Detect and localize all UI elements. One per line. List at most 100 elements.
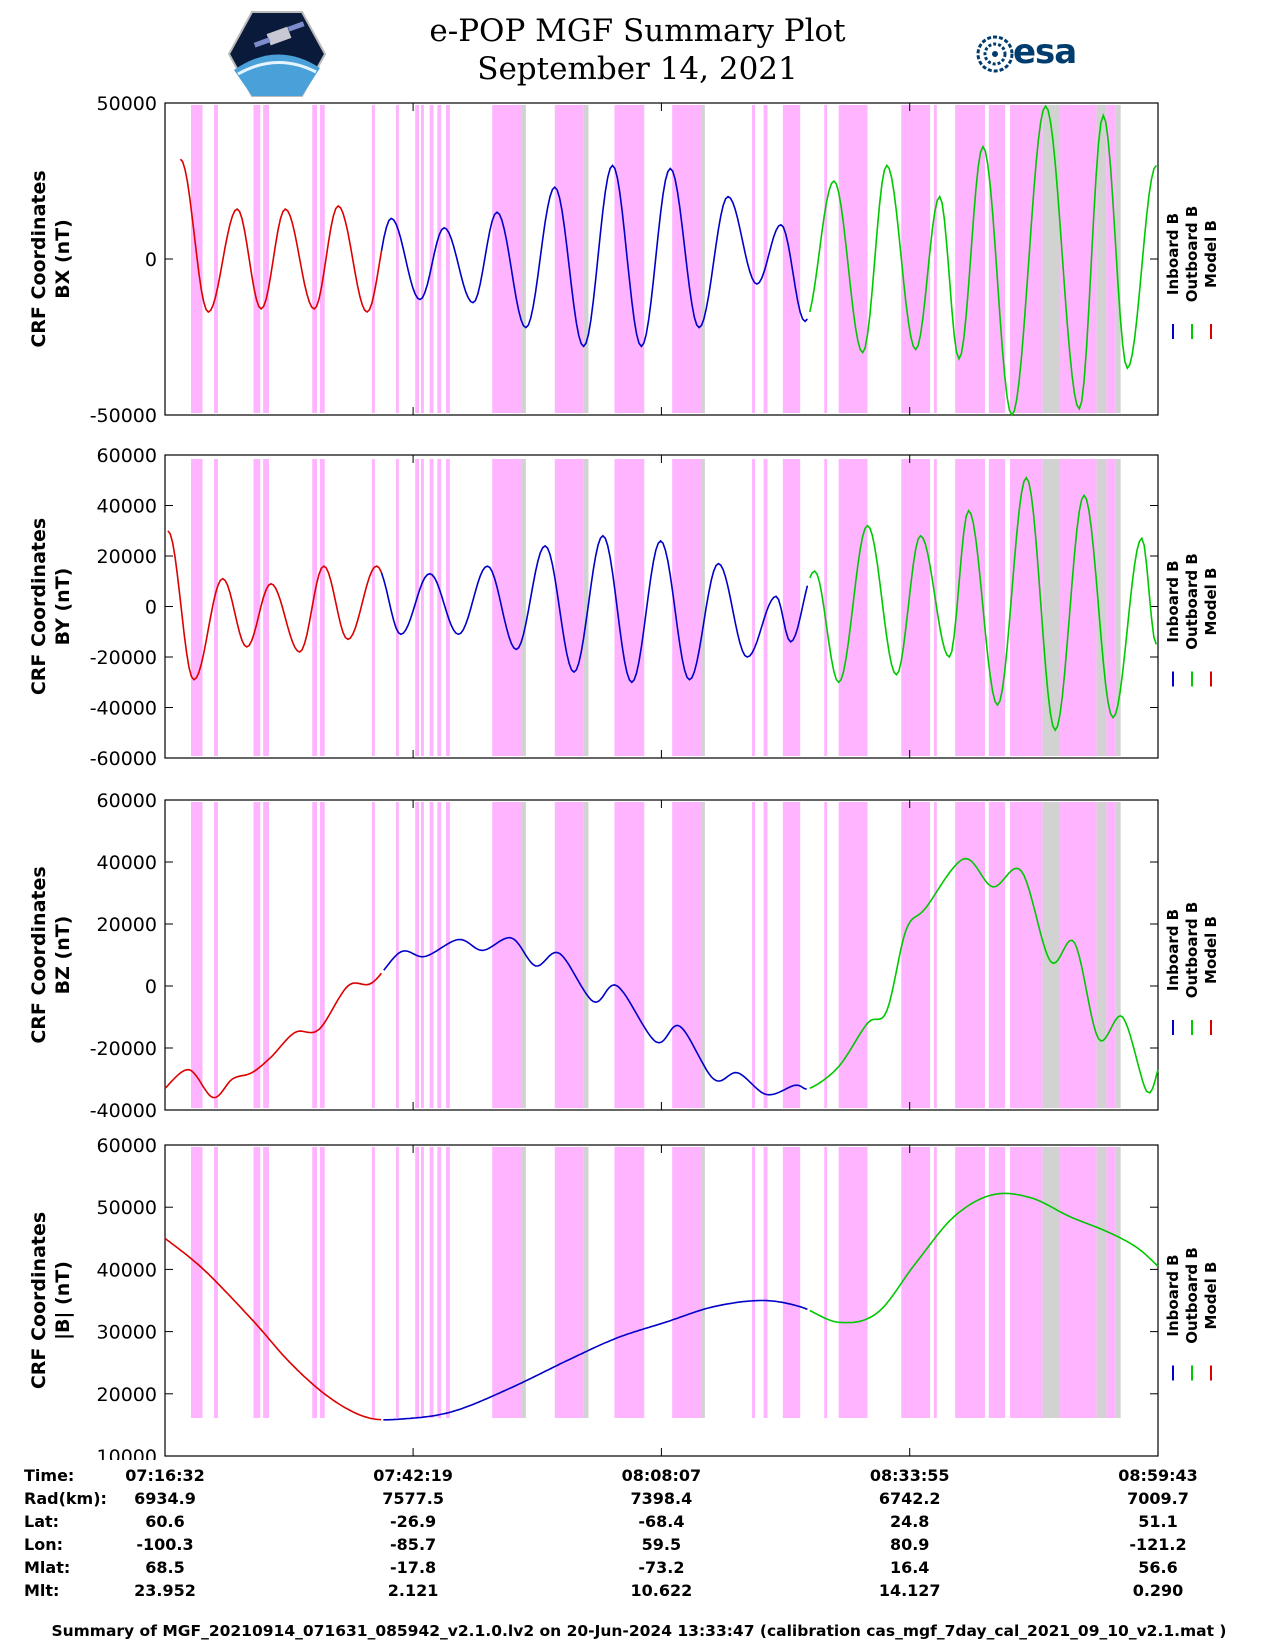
- shade-interval: [253, 1147, 261, 1418]
- y-tick-label: 60000: [97, 445, 157, 467]
- panel-1: -50000 0 50000 CRF Coordinates BX (nT) Inboar…: [28, 93, 1220, 427]
- shade-interval: [1106, 1147, 1116, 1418]
- shade-interval: [554, 1147, 584, 1418]
- legend-label-inboard: Inboard B: [1164, 560, 1182, 642]
- shade-interval: [415, 1147, 420, 1418]
- shade-interval: [415, 459, 420, 756]
- shade-interval: [988, 802, 1006, 1108]
- y-tick-label: -60000: [90, 748, 157, 770]
- ephemeris-row-label: Rad(km):: [24, 1489, 107, 1508]
- legend-label-model: Model B: [1202, 220, 1220, 288]
- shade-interval: [1009, 802, 1043, 1108]
- shade-interval: [988, 1147, 1006, 1418]
- y-tick-label: -20000: [90, 1038, 157, 1060]
- ephemeris-value: -100.3: [136, 1535, 194, 1554]
- ephemeris-value: -26.9: [390, 1512, 437, 1531]
- shade-interval: [437, 802, 442, 1108]
- shade-interval: [319, 1147, 325, 1418]
- shade-interval: [492, 105, 522, 413]
- shade-interval: [420, 459, 424, 756]
- shade-interval: [319, 105, 325, 413]
- shade-interval: [395, 1147, 399, 1418]
- series-outboard: [809, 476, 1158, 732]
- y-axis-label-line1: CRF Coordinates: [28, 518, 50, 695]
- ephemeris-value: -73.2: [638, 1558, 685, 1577]
- y-tick-label: 20000: [97, 914, 157, 936]
- gray-interval: [1042, 105, 1061, 413]
- shade-interval: [1106, 105, 1116, 413]
- shade-interval: [429, 1147, 434, 1418]
- shade-interval: [190, 802, 203, 1108]
- series-model: [167, 530, 383, 681]
- shade-interval: [214, 459, 218, 756]
- gray-interval: [1096, 105, 1107, 413]
- ephemeris-value: 7009.7: [1127, 1489, 1189, 1508]
- ephemeris-value: 60.6: [145, 1512, 185, 1531]
- shade-interval: [763, 459, 768, 756]
- ephemeris-row-label: Lat:: [24, 1512, 60, 1531]
- shade-interval: [988, 459, 1006, 756]
- shade-interval: [492, 459, 522, 756]
- ephemeris-value: 6742.2: [878, 1489, 941, 1508]
- shade-interval: [253, 105, 261, 413]
- y-tick-label: 50000: [97, 1197, 157, 1219]
- shade-interval: [371, 459, 375, 756]
- legend-label-model: Model B: [1202, 916, 1220, 984]
- series-outboard: [809, 857, 1159, 1094]
- shade-interval: [933, 459, 937, 756]
- shade-interval: [319, 802, 325, 1108]
- shade-interval: [782, 459, 801, 756]
- ephemeris-value: 07:42:19: [373, 1466, 453, 1485]
- shade-interval: [253, 802, 261, 1108]
- shade-interval: [672, 459, 702, 756]
- shade-interval: [371, 802, 375, 1108]
- series-model: [164, 972, 383, 1099]
- shade-interval: [838, 802, 868, 1108]
- shade-interval: [752, 105, 755, 413]
- y-tick-label: 20000: [97, 1384, 157, 1406]
- ephemeris-value: 7398.4: [630, 1489, 693, 1508]
- shade-interval: [420, 1147, 424, 1418]
- shade-interval: [446, 1147, 450, 1418]
- gray-interval: [1115, 459, 1121, 756]
- shade-interval: [955, 1147, 985, 1418]
- y-tick-label: 10000: [97, 1446, 157, 1460]
- gray-interval: [521, 1147, 526, 1418]
- y-tick-label: 0: [145, 249, 157, 271]
- shade-interval: [1106, 802, 1116, 1108]
- ephemeris-value: 10.622: [630, 1581, 693, 1600]
- shade-interval: [933, 802, 937, 1108]
- legend-label-inboard: Inboard B: [1164, 1254, 1182, 1336]
- shade-interval: [1060, 105, 1097, 413]
- series-outboard: [809, 1192, 1159, 1324]
- y-axis-label-line2: BX (nT): [52, 219, 74, 299]
- gray-interval: [1115, 802, 1121, 1108]
- shade-interval: [554, 802, 584, 1108]
- ephemeris-value: -17.8: [390, 1558, 437, 1577]
- shade-interval: [1060, 459, 1097, 756]
- legend-label-inboard: Inboard B: [1164, 909, 1182, 991]
- series-model: [164, 1237, 382, 1421]
- shade-interval: [446, 459, 450, 756]
- y-tick-label: 40000: [97, 496, 157, 518]
- shade-interval: [437, 1147, 442, 1418]
- ephemeris-value: 7577.5: [382, 1489, 444, 1508]
- series-inboard: [380, 534, 809, 684]
- ephemeris-value: 51.1: [1138, 1512, 1178, 1531]
- shade-interval: [1009, 1147, 1043, 1418]
- shade-interval: [371, 105, 375, 413]
- title-block: e-POP MGF Summary Plot September 14, 202…: [0, 12, 1275, 88]
- shade-interval: [763, 1147, 768, 1418]
- shade-interval: [763, 802, 768, 1108]
- ephemeris-row-label: Mlat:: [24, 1558, 71, 1577]
- gray-interval: [1096, 1147, 1107, 1418]
- shade-interval: [190, 1147, 203, 1418]
- ephemeris-value: 07:16:32: [125, 1466, 205, 1485]
- shade-interval: [614, 459, 645, 756]
- shade-interval: [824, 459, 828, 756]
- shade-interval: [437, 105, 442, 413]
- ephemeris-value: 08:08:07: [621, 1466, 702, 1485]
- gray-interval: [583, 459, 589, 756]
- ephemeris-value: 24.8: [889, 1512, 930, 1531]
- y-tick-label: -40000: [90, 698, 157, 720]
